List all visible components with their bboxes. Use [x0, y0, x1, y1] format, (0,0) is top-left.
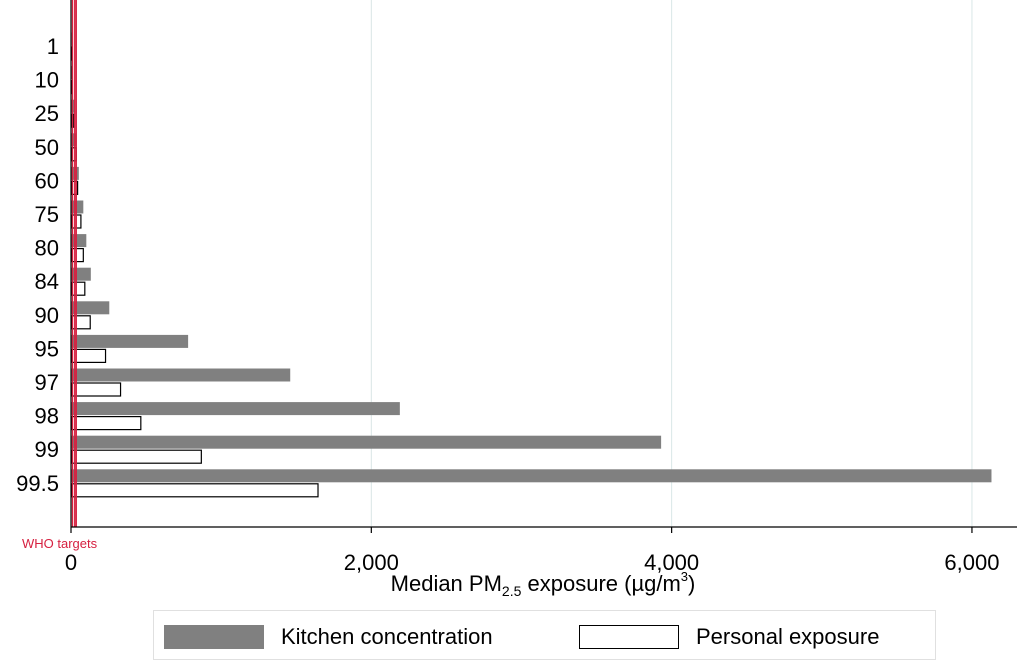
bar-kitchen [71, 234, 87, 248]
bar-kitchen [71, 435, 662, 449]
bar-kitchen [71, 301, 110, 315]
x-axis-label-subscript: 2.5 [502, 583, 522, 599]
bar-personal [70, 449, 202, 464]
y-tick-label: 60 [35, 168, 59, 193]
bar-kitchen [71, 469, 992, 483]
y-tick-label: 99 [35, 437, 59, 462]
y-tick-label: 10 [35, 68, 59, 93]
bars [70, 32, 992, 498]
x-tick-label: 6,000 [944, 550, 999, 575]
legend-item-personal: Personal exposure [579, 624, 879, 650]
legend: Kitchen concentration Personal exposure [153, 610, 936, 660]
bar-personal [70, 483, 319, 498]
legend-label-personal: Personal exposure [696, 624, 880, 649]
y-tick-label: 90 [35, 303, 59, 328]
y-tick-labels: 1 10 25 50 60 75 80 84 90 95 97 98 99 99.5 [16, 34, 59, 496]
legend-swatch-personal [579, 625, 679, 649]
legend-item-kitchen: Kitchen concentration [164, 624, 493, 650]
chart: 1 10 25 50 60 75 80 84 90 95 97 98 99 99.5 0 2,000 4,00… [16, 0, 1017, 599]
who-target-lines [70, 0, 77, 527]
y-tick-label: 75 [35, 202, 59, 227]
legend-swatch-kitchen [164, 625, 264, 649]
bar-personal [70, 382, 122, 397]
y-tick-label: 84 [35, 269, 59, 294]
x-axis-label-suffix: exposure (µg/m [521, 571, 680, 596]
y-tick-label: 50 [35, 135, 59, 160]
x-axis: 0 2,000 4,000 6,000 [65, 526, 1017, 575]
y-tick-label: 98 [35, 404, 59, 429]
bar-kitchen [71, 334, 189, 348]
y-tick-label: 95 [35, 336, 59, 361]
bar-personal [70, 248, 84, 263]
y-tick-label: 99.5 [16, 471, 59, 496]
x-axis-label-close: ) [688, 571, 695, 596]
y-tick-label: 97 [35, 370, 59, 395]
x-tick-label: 4,000 [644, 550, 699, 575]
y-tick-label: 25 [35, 101, 59, 126]
x-tick-label: 2,000 [344, 550, 399, 575]
bar-kitchen [71, 267, 91, 281]
x-axis-label: Median PM2.5 exposure (µg/m3) [391, 569, 696, 599]
bar-personal [70, 281, 86, 296]
x-axis-label-prefix: Median PM [391, 571, 502, 596]
bar-personal [70, 416, 142, 431]
x-axis-label-superscript: 3 [681, 569, 688, 584]
bar-kitchen [71, 402, 400, 416]
y-tick-label: 80 [35, 236, 59, 261]
bar-kitchen [71, 133, 77, 147]
x-tick-label: 0 [65, 550, 77, 575]
y-tick-label: 1 [47, 34, 59, 59]
legend-label-kitchen: Kitchen concentration [281, 624, 493, 649]
who-targets-label: WHO targets [22, 536, 98, 551]
bar-kitchen [71, 368, 291, 382]
